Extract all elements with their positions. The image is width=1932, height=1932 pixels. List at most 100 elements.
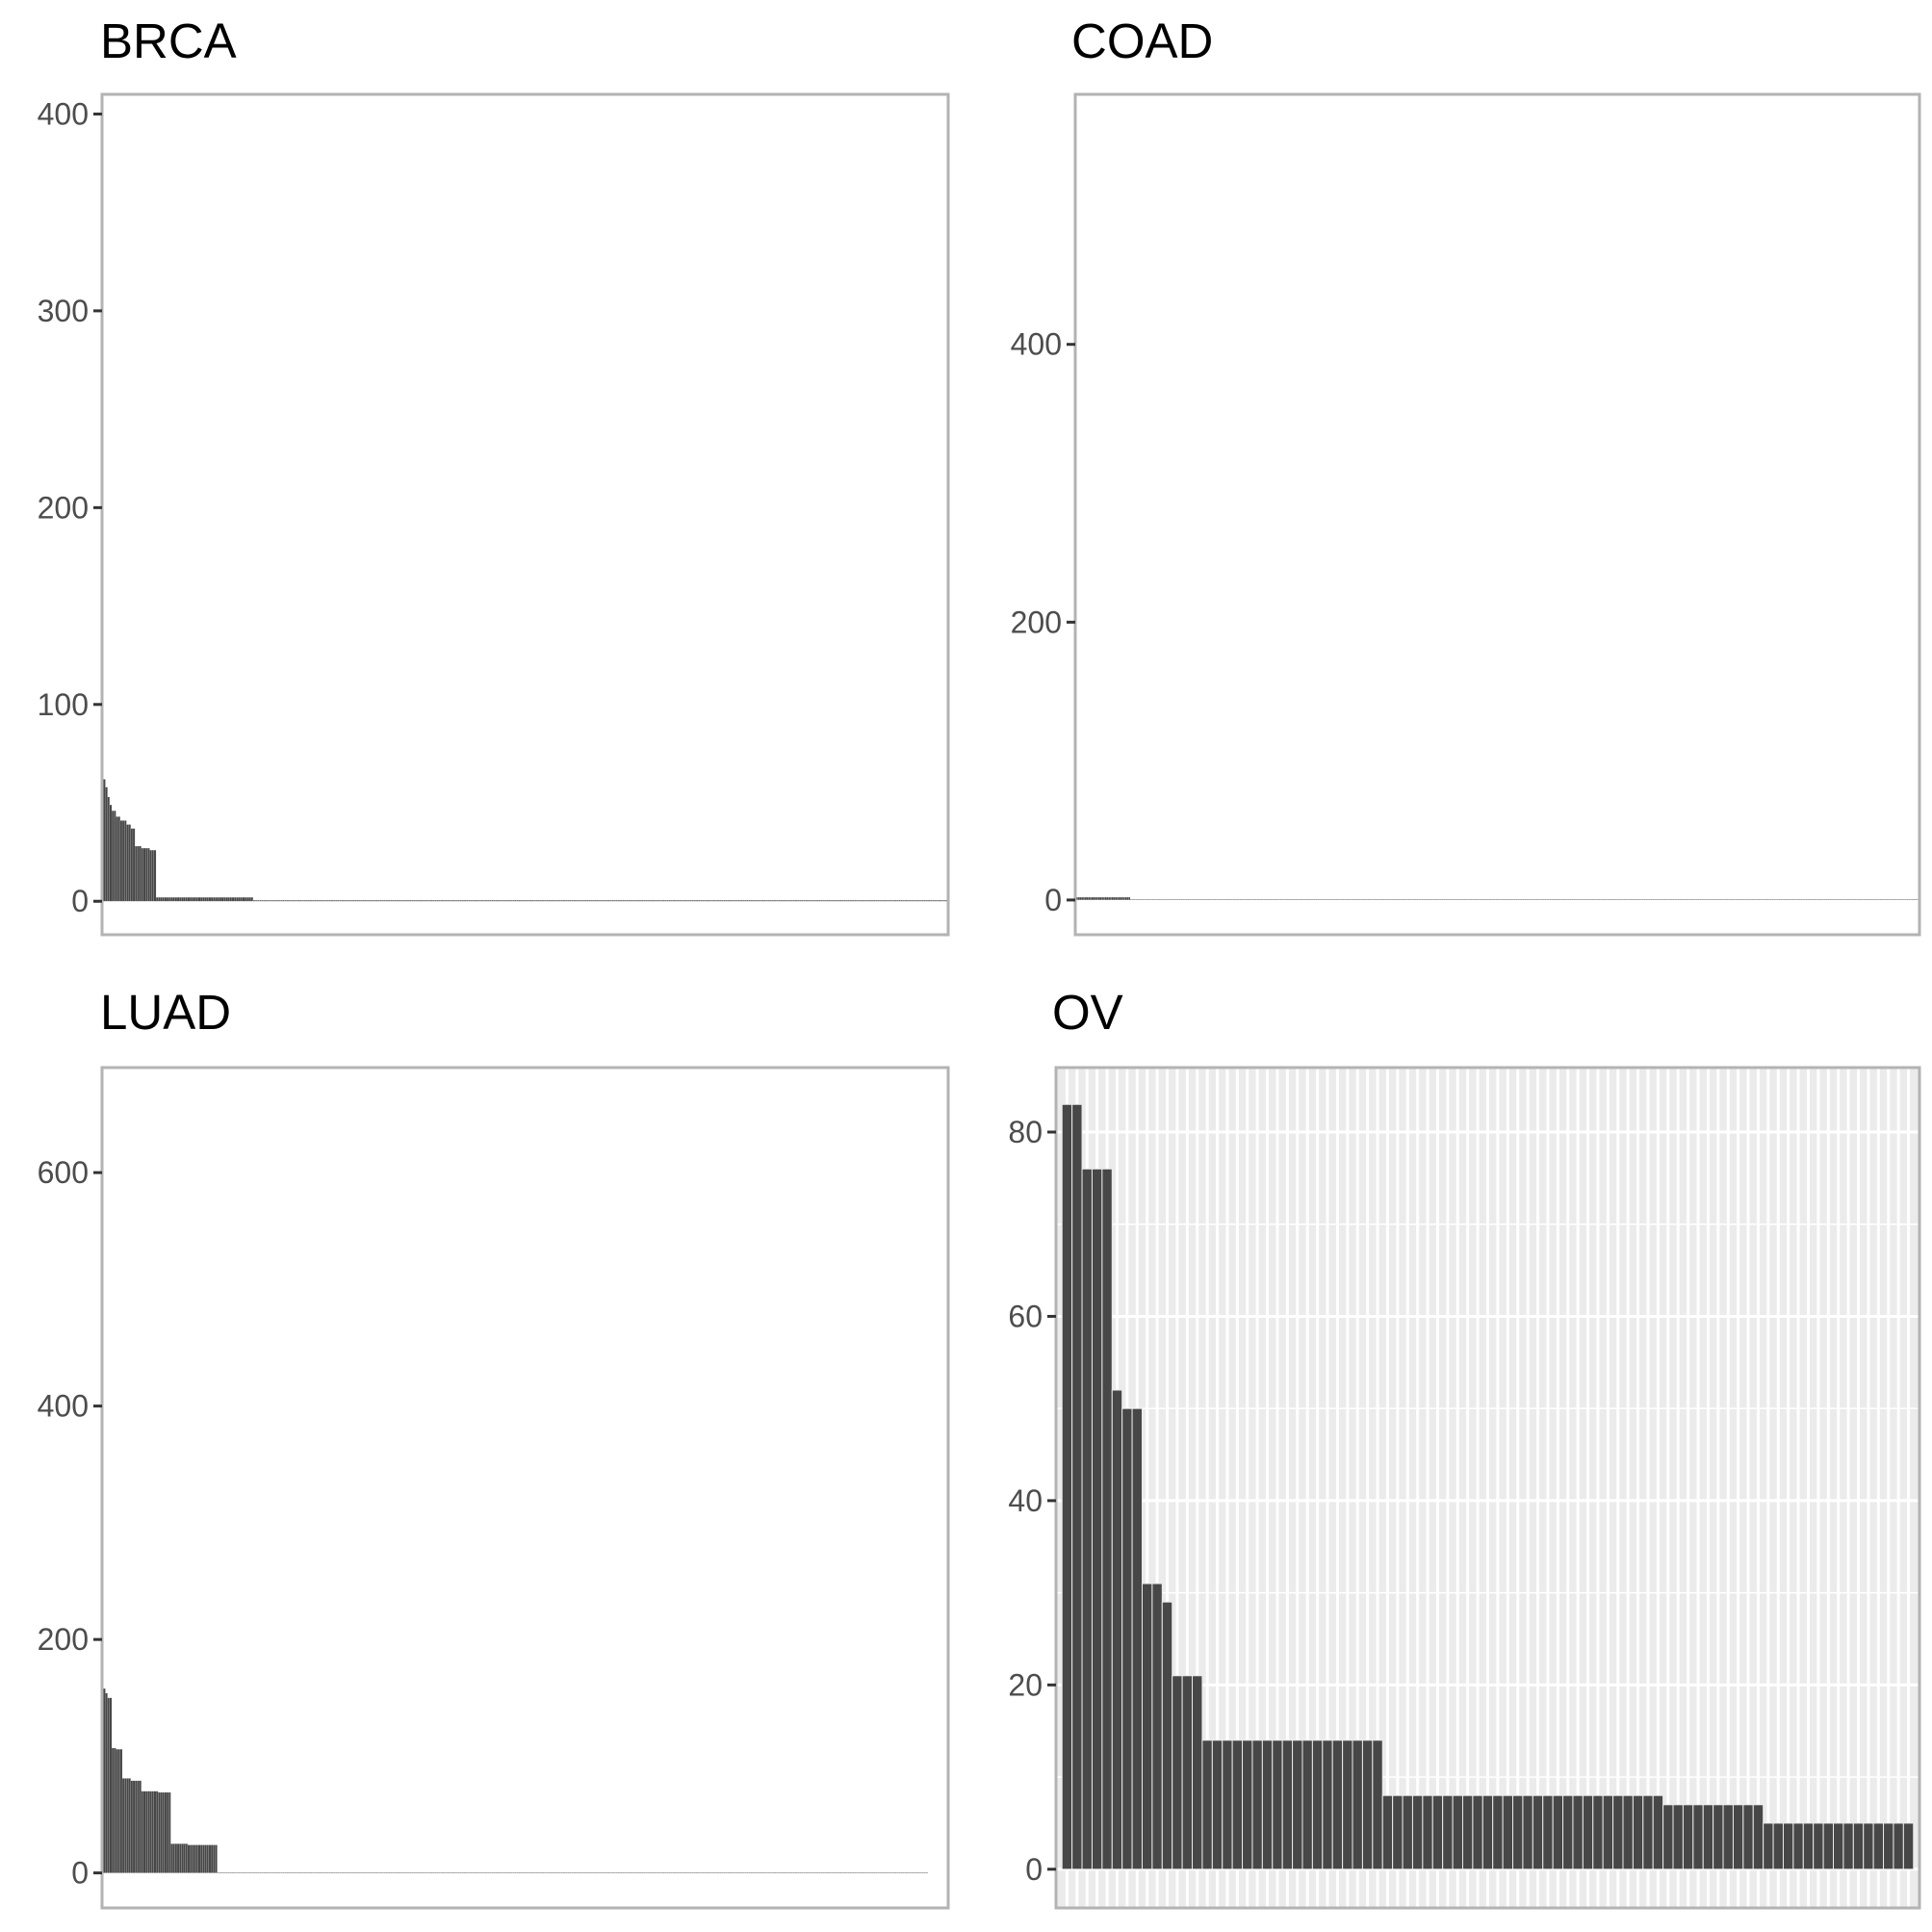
bar bbox=[344, 1871, 347, 1873]
bar bbox=[864, 1871, 867, 1873]
bar bbox=[923, 1871, 926, 1873]
bar bbox=[1194, 899, 1197, 901]
bar bbox=[424, 900, 426, 902]
bar bbox=[1301, 899, 1304, 901]
bar bbox=[1189, 899, 1192, 901]
bar bbox=[1586, 899, 1589, 901]
bar bbox=[1335, 899, 1338, 901]
bar bbox=[377, 900, 380, 902]
bar bbox=[1099, 896, 1102, 901]
bar bbox=[472, 1871, 475, 1873]
bar bbox=[135, 1780, 138, 1873]
bar bbox=[1782, 899, 1785, 901]
bar bbox=[271, 1871, 274, 1873]
bar bbox=[341, 1871, 345, 1873]
bar bbox=[1814, 899, 1816, 901]
bar bbox=[657, 1871, 660, 1873]
bar bbox=[1692, 1804, 1704, 1870]
bar bbox=[231, 1871, 235, 1873]
bar bbox=[1211, 1739, 1224, 1870]
bar bbox=[1662, 899, 1664, 901]
bar bbox=[603, 900, 605, 902]
bar bbox=[197, 1844, 201, 1873]
bar bbox=[1486, 899, 1489, 901]
bar bbox=[1842, 1822, 1854, 1870]
bar bbox=[1237, 899, 1240, 901]
bar bbox=[1190, 899, 1193, 901]
bar bbox=[1121, 1407, 1133, 1870]
bar bbox=[461, 1871, 465, 1873]
bar bbox=[137, 845, 140, 902]
bar bbox=[440, 900, 444, 902]
bar bbox=[585, 1871, 589, 1873]
bar bbox=[1416, 899, 1419, 901]
bar bbox=[335, 900, 338, 902]
bar bbox=[425, 1871, 428, 1873]
bar bbox=[1492, 899, 1495, 901]
bar bbox=[760, 900, 764, 902]
bar bbox=[1352, 1739, 1363, 1870]
bar bbox=[771, 1871, 775, 1873]
bar bbox=[656, 1871, 658, 1873]
bar bbox=[1349, 899, 1352, 901]
bar bbox=[206, 1844, 209, 1873]
bar bbox=[1648, 899, 1651, 901]
bar bbox=[400, 1871, 403, 1873]
bar bbox=[406, 1871, 410, 1873]
bar bbox=[1380, 899, 1383, 901]
bar bbox=[208, 1844, 212, 1873]
bar bbox=[135, 845, 138, 902]
bar bbox=[497, 1871, 501, 1873]
bar bbox=[578, 1871, 580, 1873]
bar bbox=[457, 1871, 460, 1873]
bar bbox=[1738, 899, 1740, 901]
bar bbox=[893, 900, 897, 902]
bar bbox=[1864, 899, 1867, 901]
bar bbox=[1308, 899, 1311, 901]
bar bbox=[482, 1871, 485, 1873]
bar bbox=[1113, 896, 1116, 901]
bar bbox=[489, 1871, 492, 1873]
bar bbox=[760, 1871, 764, 1873]
bar bbox=[654, 900, 657, 902]
bar bbox=[1277, 899, 1280, 901]
bar bbox=[452, 900, 456, 902]
bar bbox=[767, 1871, 770, 1873]
bar bbox=[1480, 899, 1482, 901]
bar bbox=[1443, 899, 1446, 901]
bar bbox=[1904, 899, 1907, 901]
bar bbox=[374, 900, 378, 902]
bar bbox=[388, 900, 391, 902]
bar bbox=[1160, 899, 1163, 901]
bar bbox=[190, 897, 193, 902]
bar bbox=[1198, 899, 1201, 901]
bar bbox=[1752, 1804, 1765, 1870]
bar bbox=[1520, 899, 1523, 901]
bar bbox=[1763, 1822, 1774, 1870]
bar bbox=[301, 1871, 304, 1873]
bar bbox=[367, 900, 370, 902]
bar bbox=[689, 900, 692, 902]
bar bbox=[1724, 899, 1727, 901]
bar bbox=[324, 900, 327, 902]
bar bbox=[1713, 1804, 1724, 1870]
bar bbox=[507, 1871, 511, 1873]
bar bbox=[723, 900, 726, 902]
bar bbox=[349, 900, 352, 902]
bar bbox=[480, 1871, 483, 1873]
bar bbox=[500, 1871, 502, 1873]
bar bbox=[141, 847, 144, 902]
bar bbox=[1093, 896, 1095, 901]
bar bbox=[298, 900, 302, 902]
bar bbox=[528, 1871, 532, 1873]
bar bbox=[130, 1780, 134, 1873]
bar bbox=[1695, 899, 1698, 901]
panel-luad: 0 200 400 600 bbox=[38, 1066, 950, 1910]
bar bbox=[1357, 899, 1360, 901]
bar bbox=[358, 1871, 361, 1873]
bar bbox=[1241, 899, 1244, 901]
bar bbox=[805, 900, 809, 902]
bar bbox=[1805, 899, 1808, 901]
bar bbox=[672, 1871, 676, 1873]
bar bbox=[624, 1871, 627, 1873]
